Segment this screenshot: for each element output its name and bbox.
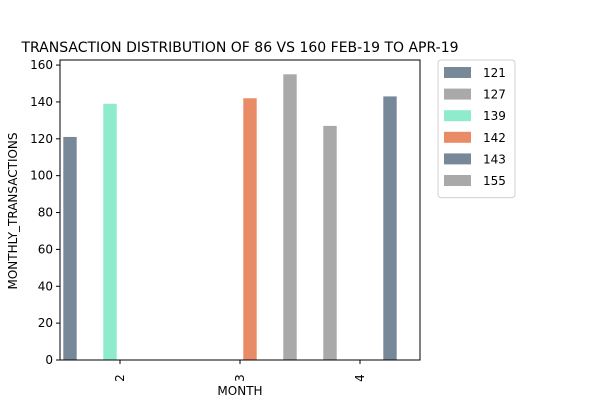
bar-142: [243, 98, 257, 360]
legend-label-127: 127: [483, 88, 506, 102]
legend-label-155: 155: [483, 174, 506, 188]
y-axis: 0 20 40 60 80 100 120 140 160: [30, 58, 60, 367]
chart-title: TRANSACTION DISTRIBUTION OF 86 VS 160 FE…: [20, 40, 458, 56]
y-tick-label: 140: [30, 95, 53, 109]
y-tick-label: 100: [30, 169, 53, 183]
legend-swatch-143: [444, 153, 471, 165]
legend-label-143: 143: [483, 152, 506, 166]
x-axis: 2 3 4: [113, 360, 367, 382]
y-tick-label: 120: [30, 132, 53, 146]
bar-139: [103, 103, 117, 360]
legend-label-139: 139: [483, 109, 506, 123]
legend-swatch-142: [444, 131, 471, 143]
bar-121: [63, 136, 77, 360]
legend-label-142: 142: [483, 131, 506, 145]
bar-143: [383, 96, 397, 360]
y-axis-label: MONTHLY_TRANSACTIONS: [6, 132, 20, 289]
legend-label-121: 121: [483, 66, 506, 80]
x-tick-label: 4: [353, 374, 367, 382]
y-tick-label: 160: [30, 58, 53, 72]
legend: 121 127 139 142 143 155: [437, 59, 516, 199]
y-tick-label: 20: [38, 316, 53, 330]
y-tick-label: 0: [45, 353, 53, 367]
legend-swatch-121: [444, 67, 471, 78]
y-tick-label: 40: [38, 279, 53, 293]
legend-swatch-139: [444, 110, 471, 122]
x-tick-label: 2: [113, 374, 127, 382]
bar-155: [283, 74, 297, 360]
y-tick-label: 80: [38, 206, 53, 220]
plot-area: [59, 59, 421, 361]
bar-127: [323, 125, 337, 361]
legend-swatch-127: [444, 88, 471, 100]
legend-swatch-155: [444, 175, 471, 186]
x-tick-label: 3: [233, 374, 247, 382]
y-tick-label: 60: [38, 242, 53, 256]
x-axis-label: MONTH: [217, 384, 262, 398]
